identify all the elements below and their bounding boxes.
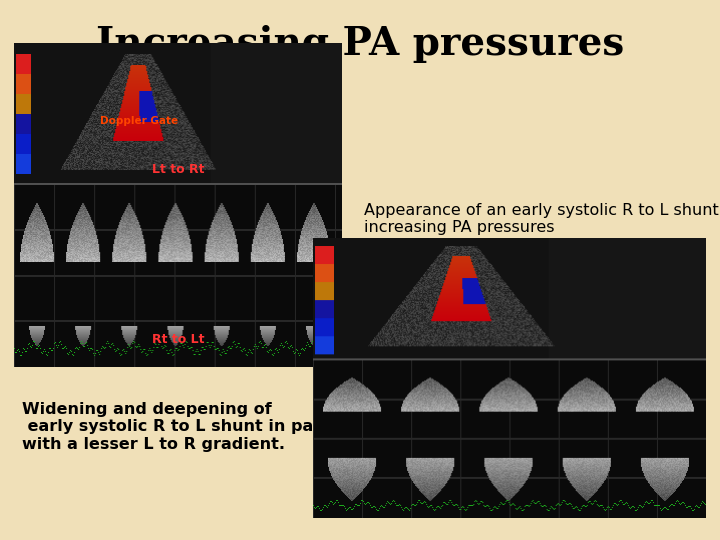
Text: Lt to Rt: Lt to Rt [152, 163, 204, 176]
Text: Rt to Lt: Rt to Lt [152, 333, 204, 346]
Text: Widening and deepening of
 early systolic R to L shunt in parallel
with a lesser: Widening and deepening of early systolic… [22, 402, 359, 451]
Text: Doppler Gate: Doppler Gate [100, 116, 178, 126]
Text: Appearance of an early systolic R to L shunt with
increasing PA pressures: Appearance of an early systolic R to L s… [364, 202, 720, 235]
Text: Increasing PA pressures: Increasing PA pressures [96, 24, 624, 63]
